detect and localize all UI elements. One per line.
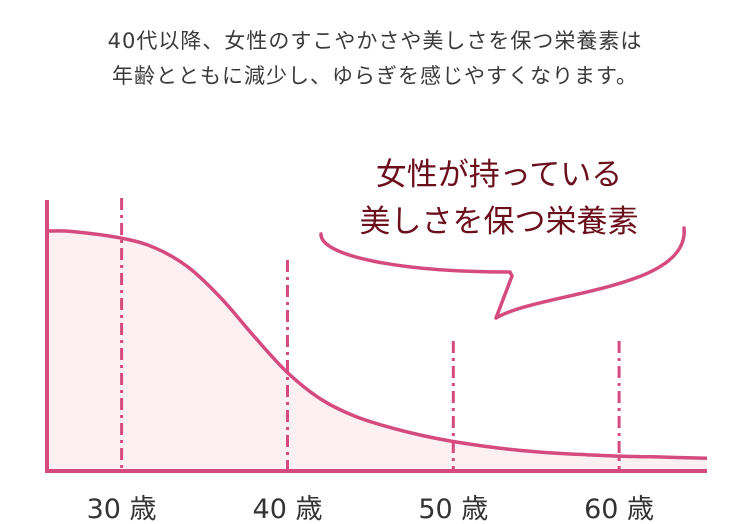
nutrient-curve bbox=[46, 229, 708, 461]
callout-line-2: 美しさを保つ栄養素 bbox=[360, 204, 639, 240]
age-tick-labels: 30 歳 40 歳 50 歳 60 歳 bbox=[87, 494, 654, 524]
age-tick-label-40: 40 歳 bbox=[253, 494, 323, 524]
intro-line-2: 年齢とともに減少し、ゆらぎを感じやすくなります。 bbox=[112, 64, 638, 88]
age-tick-label-30: 30 歳 bbox=[87, 494, 157, 524]
age-tick-label-50: 50 歳 bbox=[418, 494, 488, 524]
nutrient-area-fill bbox=[47, 230, 707, 471]
age-tick-lines bbox=[120, 198, 621, 471]
intro-text: 40代以降、女性のすこやかさや美しさを保つ栄養素は 年齢とともに減少し、ゆらぎを… bbox=[0, 24, 750, 94]
callout-speech-bubble bbox=[319, 226, 686, 320]
age-tick-label-60: 60 歳 bbox=[584, 494, 654, 524]
intro-line-1: 40代以降、女性のすこやかさや美しさを保つ栄養素は bbox=[107, 29, 643, 53]
callout-line-1: 女性が持っている bbox=[376, 157, 622, 193]
